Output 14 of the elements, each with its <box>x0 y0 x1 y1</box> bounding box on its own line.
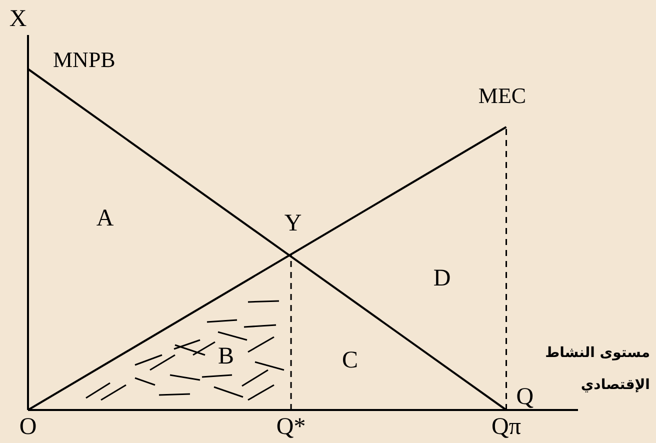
annotation: Y <box>284 210 302 237</box>
series-label: MNPB <box>53 47 116 72</box>
x-tick-label: Q* <box>276 414 306 440</box>
x-tick-label: Qπ <box>492 414 521 440</box>
annotation: C <box>342 348 358 374</box>
annotation: A <box>96 206 114 232</box>
annotation: D <box>433 266 451 292</box>
x-axis-title: Q <box>516 384 534 410</box>
annotation: مستوى النشاط <box>545 345 650 361</box>
x-tick-label: O <box>19 414 37 440</box>
text: الإقتصادي <box>580 377 650 393</box>
series-label: MEC <box>478 82 526 108</box>
y-axis-title: X <box>9 6 27 32</box>
annotation: B <box>218 344 234 370</box>
